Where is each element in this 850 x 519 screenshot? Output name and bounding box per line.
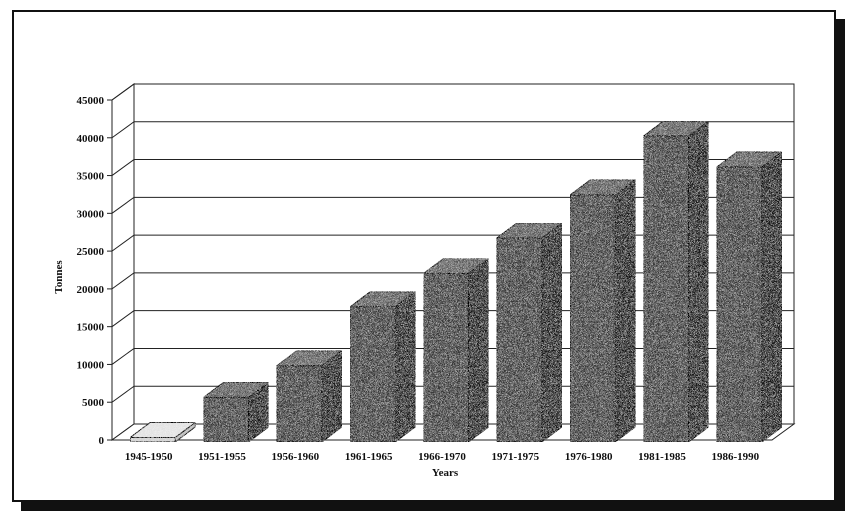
x-tick-label: 1966-1970 — [418, 451, 466, 463]
bar-top — [642, 120, 710, 137]
bar — [715, 150, 784, 443]
x-tick-label: 1945-1950 — [125, 451, 173, 463]
bar-front — [716, 166, 763, 443]
bar-top — [495, 222, 564, 239]
bar — [202, 381, 270, 443]
y-axis-title: Tonnes — [53, 260, 65, 294]
bars-layer — [128, 120, 784, 443]
bar-chart: 0 5000 10000 15000 20000 25000 30000 35000 40000… — [53, 83, 796, 479]
bar-front — [423, 273, 469, 443]
y-tick-label: 5000 — [82, 397, 105, 409]
gridline — [111, 83, 794, 101]
bar-front — [643, 135, 689, 443]
chart-frame: 0 5000 10000 15000 20000 25000 30000 35000 40000… — [12, 10, 836, 502]
bar-top — [128, 421, 197, 438]
bar — [568, 178, 637, 443]
bar-side — [541, 222, 563, 443]
x-tick-label: 1971-1975 — [491, 451, 539, 463]
bar-top — [348, 291, 417, 308]
bar-side — [468, 257, 489, 443]
bar-side — [394, 290, 416, 443]
x-tick-label: 1976-1980 — [565, 451, 613, 463]
bar-top — [715, 151, 784, 168]
y-tick-label: 25000 — [77, 246, 105, 258]
labels-layer: 0 5000 10000 15000 20000 25000 30000 35000 40000… — [77, 95, 760, 463]
bar — [128, 421, 197, 443]
bar-front — [349, 306, 396, 443]
bar-top — [422, 258, 490, 275]
bar-front — [496, 237, 543, 443]
bar — [642, 120, 710, 443]
y-tick-label: 30000 — [77, 208, 105, 220]
y-tick-label: 10000 — [77, 359, 105, 371]
bar — [348, 290, 417, 443]
x-tick-label: 1951-1955 — [198, 451, 246, 463]
gridline — [111, 121, 794, 139]
bar — [422, 257, 490, 443]
bar-side — [321, 349, 343, 443]
bar-front — [276, 365, 323, 443]
bar-front — [569, 194, 616, 443]
bar-side — [688, 120, 709, 443]
y-tick-label: 40000 — [77, 133, 105, 145]
bar-side — [614, 178, 636, 443]
y-tick-label: 35000 — [77, 171, 105, 183]
bar-top — [202, 381, 270, 398]
y-tick-label: 15000 — [77, 322, 105, 334]
y-tick-label: 0 — [99, 435, 105, 447]
bar — [495, 222, 564, 443]
bar-side — [761, 150, 783, 443]
y-tick-label: 20000 — [77, 284, 105, 296]
bar-front — [203, 396, 249, 443]
x-axis-title: Years — [432, 467, 459, 479]
bar-top — [275, 350, 344, 367]
x-tick-label: 1956-1960 — [271, 451, 319, 463]
side-wall — [111, 83, 135, 441]
y-tick-label: 45000 — [77, 95, 105, 107]
bar — [275, 349, 344, 443]
x-tick-label: 1981-1985 — [638, 451, 686, 463]
x-tick-label: 1961-1965 — [345, 451, 393, 463]
x-tick-label: 1986-1990 — [711, 451, 759, 463]
bar-front — [129, 436, 176, 443]
gridline — [111, 159, 794, 176]
bar-top — [568, 179, 637, 196]
